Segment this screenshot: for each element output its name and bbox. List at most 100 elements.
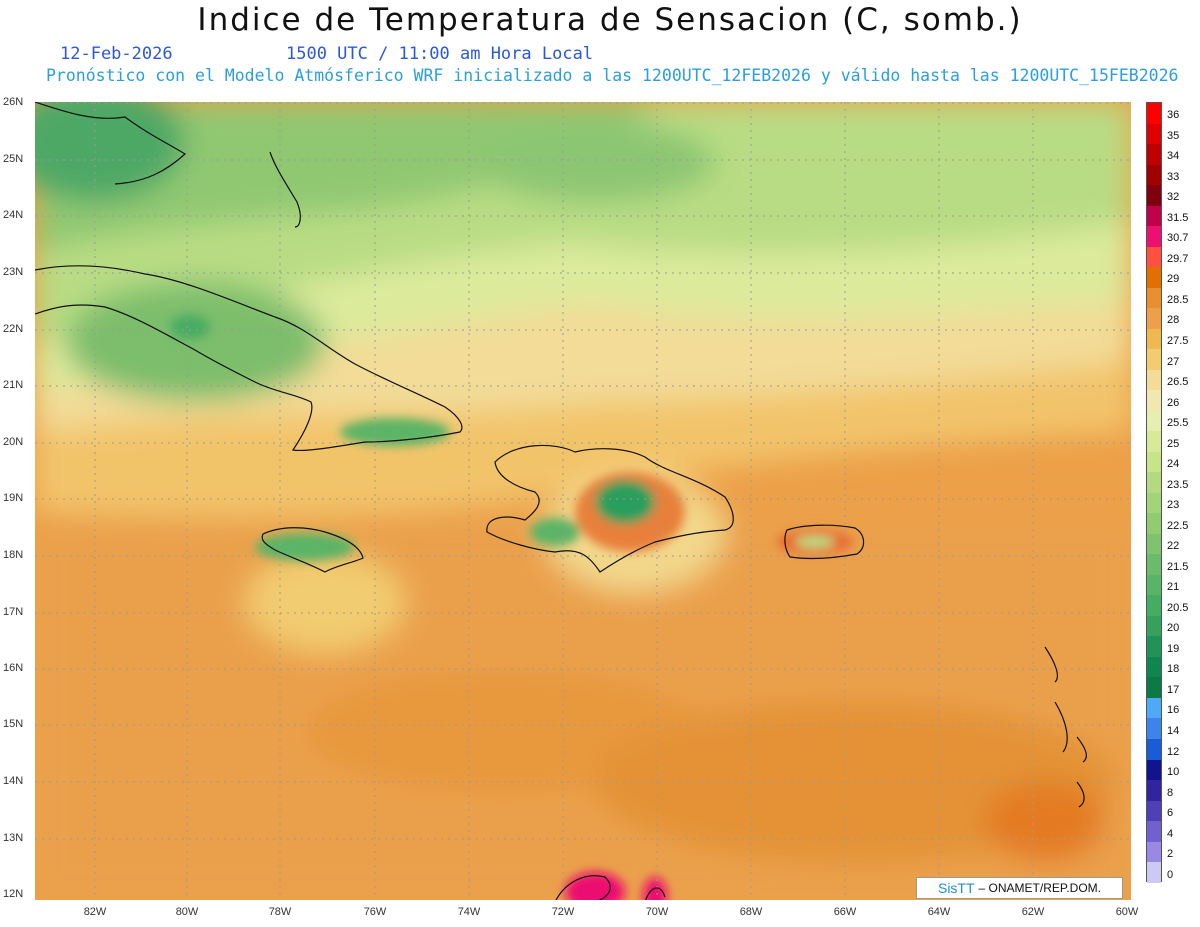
color-scale-label: 21.5 bbox=[1167, 560, 1189, 573]
color-scale-label: 20 bbox=[1167, 622, 1180, 635]
color-scale-label: 6 bbox=[1167, 807, 1174, 820]
color-scale-label: 33 bbox=[1167, 170, 1180, 183]
lon-label: 64W bbox=[927, 906, 951, 918]
color-scale-swatch bbox=[1147, 205, 1161, 227]
color-scale-swatch bbox=[1147, 533, 1161, 555]
color-scale-swatch bbox=[1147, 862, 1161, 883]
lat-label: 20N bbox=[3, 436, 24, 448]
color-scale-label: 31.5 bbox=[1167, 211, 1189, 224]
color-scale-label: 29.7 bbox=[1167, 252, 1189, 265]
color-scale-label: 30.7 bbox=[1167, 232, 1189, 245]
lon-label: 72W bbox=[551, 906, 575, 918]
color-scale-label: 16 bbox=[1167, 704, 1180, 717]
lat-label: 15N bbox=[3, 718, 24, 730]
color-scale-label: 29 bbox=[1167, 273, 1180, 286]
lat-label: 14N bbox=[3, 775, 24, 787]
lat-label: 23N bbox=[3, 266, 24, 278]
color-scale-label: 17 bbox=[1167, 683, 1180, 696]
color-scale-swatch bbox=[1147, 554, 1161, 575]
color-scale-swatch bbox=[1147, 800, 1161, 822]
lat-label: 19N bbox=[3, 492, 24, 504]
color-scale-label: 23.5 bbox=[1167, 478, 1189, 491]
color-scale-label: 19 bbox=[1167, 642, 1180, 655]
color-scale-swatch bbox=[1147, 574, 1161, 596]
color-scale-label: 20.5 bbox=[1167, 601, 1189, 614]
lon-label: 66W bbox=[833, 906, 857, 918]
color-scale-swatch bbox=[1147, 841, 1161, 863]
color-scale-label: 26.5 bbox=[1167, 376, 1189, 389]
lat-label: 18N bbox=[3, 549, 24, 561]
color-scale-swatch bbox=[1147, 513, 1161, 534]
heat-index-map bbox=[35, 102, 1131, 900]
coast-florida bbox=[35, 102, 187, 185]
color-scale-swatch bbox=[1147, 472, 1161, 493]
color-scale-label: 25 bbox=[1167, 437, 1180, 450]
lat-label: 16N bbox=[3, 662, 24, 674]
lat-label: 13N bbox=[3, 832, 24, 844]
color-scale-label: 22.5 bbox=[1167, 519, 1189, 532]
color-scale-swatch bbox=[1147, 738, 1161, 760]
color-scale-label: 28.5 bbox=[1167, 293, 1189, 306]
map-title: Indice de Temperatura de Sensacion (C, s… bbox=[197, 2, 1023, 38]
coast-andros bbox=[269, 151, 301, 228]
map-canvas bbox=[35, 102, 1131, 900]
color-scale-label: 14 bbox=[1167, 724, 1180, 737]
color-scale-swatch bbox=[1147, 780, 1161, 801]
color-scale-swatch bbox=[1147, 697, 1161, 719]
color-scale-swatch bbox=[1147, 349, 1161, 370]
color-scale-swatch bbox=[1147, 636, 1161, 657]
color-scale-swatch bbox=[1147, 287, 1161, 309]
lon-label: 62W bbox=[1021, 906, 1045, 918]
color-scale-label: 35 bbox=[1167, 129, 1180, 142]
forecast-date: 12-Feb-2026 bbox=[60, 44, 173, 64]
color-scale-label: 26 bbox=[1167, 396, 1180, 409]
color-scale-swatch bbox=[1147, 267, 1161, 288]
color-scale-swatch bbox=[1147, 103, 1161, 124]
color-scale-swatch bbox=[1147, 595, 1161, 616]
color-scale-label: 34 bbox=[1167, 150, 1180, 163]
color-scale-swatch bbox=[1147, 431, 1161, 452]
coastlines bbox=[35, 102, 1087, 900]
lat-label: 24N bbox=[3, 209, 24, 221]
lon-label: 68W bbox=[739, 906, 763, 918]
color-scale-label: 36 bbox=[1167, 109, 1180, 122]
color-scale-swatch bbox=[1147, 410, 1161, 432]
lat-label: 22N bbox=[3, 323, 24, 335]
color-scale-swatch bbox=[1147, 656, 1161, 678]
color-scale-swatch bbox=[1147, 185, 1161, 206]
color-scale-swatch bbox=[1147, 144, 1161, 165]
lon-label: 82W bbox=[83, 906, 107, 918]
lat-label: 26N bbox=[3, 96, 24, 108]
color-scale-label: 18 bbox=[1167, 663, 1180, 676]
color-scale-swatch bbox=[1147, 821, 1161, 842]
coast-puerto-rico bbox=[784, 524, 865, 560]
color-scale-label: 10 bbox=[1167, 766, 1180, 779]
color-scale-swatch bbox=[1147, 226, 1161, 247]
coast-cuba bbox=[35, 265, 463, 452]
color-scale-label: 24 bbox=[1167, 458, 1180, 471]
graticule bbox=[35, 102, 1131, 900]
color-scale-swatch bbox=[1147, 492, 1161, 514]
lat-label: 12N bbox=[3, 888, 24, 900]
color-scale-swatch bbox=[1147, 246, 1161, 268]
coast-hispaniola bbox=[486, 444, 734, 573]
lat-label: 21N bbox=[3, 379, 24, 391]
color-scale-swatch bbox=[1147, 123, 1161, 145]
color-scale-label: 12 bbox=[1167, 745, 1180, 758]
color-scale-swatch bbox=[1147, 677, 1161, 698]
sispi-logo: SisTT bbox=[937, 880, 975, 896]
color-scale-swatch bbox=[1147, 328, 1161, 350]
color-scale-label: 27.5 bbox=[1167, 334, 1189, 347]
lon-label: 76W bbox=[363, 906, 387, 918]
color-scale-swatch bbox=[1147, 308, 1161, 329]
color-scale-label: 2 bbox=[1167, 848, 1174, 861]
color-scale-label: 28 bbox=[1167, 314, 1180, 327]
lon-label: 74W bbox=[457, 906, 481, 918]
color-scale-bar bbox=[1146, 102, 1162, 883]
color-scale-label: 22 bbox=[1167, 540, 1180, 553]
color-scale-label: 8 bbox=[1167, 786, 1174, 799]
credit-org: – ONAMET/REP.DOM. bbox=[978, 881, 1102, 895]
color-scale-swatch bbox=[1147, 451, 1161, 473]
lon-label: 78W bbox=[268, 906, 292, 918]
forecast-time: 1500 UTC / 11:00 am Hora Local bbox=[286, 44, 594, 64]
